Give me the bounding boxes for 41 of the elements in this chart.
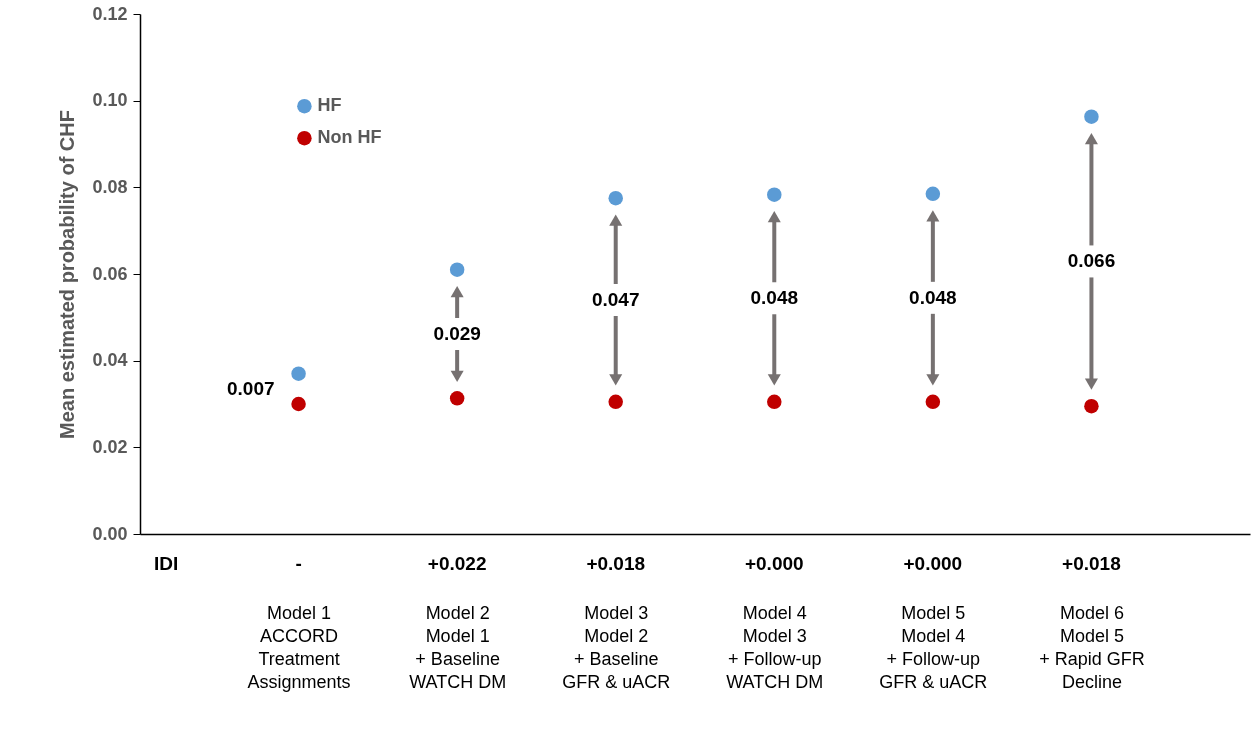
x-tick-label: Model 6 Model 5 + Rapid GFR Decline (1039, 602, 1145, 692)
text: +0.022 (427, 553, 487, 574)
point (449, 262, 465, 277)
text: +0.000 (744, 553, 804, 574)
text: +0.018 (586, 553, 646, 574)
y-tick-label: 0.04 (92, 350, 128, 371)
y-tick-label: 0.12 (92, 3, 128, 24)
point (291, 366, 306, 381)
annotation: 0.007 (227, 377, 275, 399)
point (449, 391, 465, 406)
text: - (295, 553, 302, 574)
point (767, 187, 782, 202)
y-tick-label: 0.10 (92, 90, 128, 111)
annotation: 0.048 (750, 287, 799, 309)
x-tick-label: Model 4 Model 3 + Follow-up WATCH DM (726, 602, 824, 692)
y-tick-label: 0.06 (92, 263, 128, 284)
annotation: 0.029 (433, 323, 481, 345)
point (925, 186, 941, 202)
text: +0.000 (903, 553, 963, 574)
y-tick-label: 0.00 (92, 523, 128, 544)
legend-label: HF (317, 95, 342, 116)
text: IDI (154, 553, 179, 574)
text: +0.018 (1062, 553, 1121, 574)
y-tick-label: 0.02 (92, 436, 128, 457)
annotation: 0.048 (909, 286, 957, 308)
point (608, 190, 623, 206)
point (1084, 109, 1099, 124)
point (1084, 398, 1099, 414)
point (291, 396, 306, 412)
y-tick-label: 0.08 (92, 176, 128, 197)
x-tick-label: Model 3 Model 2 + Baseline GFR & uACR (562, 602, 671, 692)
x-tick-label: Model 2 Model 1 + Baseline WATCH DM (409, 602, 507, 692)
y-axis-title: Mean estimated probability of CHF (56, 110, 79, 439)
x-tick-label: Model 1 ACCORD Treatment Assignments (247, 602, 351, 692)
annotation: 0.066 (1067, 250, 1116, 272)
point (767, 394, 782, 410)
x-tick-label: Model 5 Model 4 + Follow-up GFR & uACR (879, 602, 988, 692)
legend-label: Non HF (317, 127, 382, 148)
point (925, 394, 941, 410)
point (608, 394, 623, 410)
annotation: 0.047 (591, 289, 640, 310)
